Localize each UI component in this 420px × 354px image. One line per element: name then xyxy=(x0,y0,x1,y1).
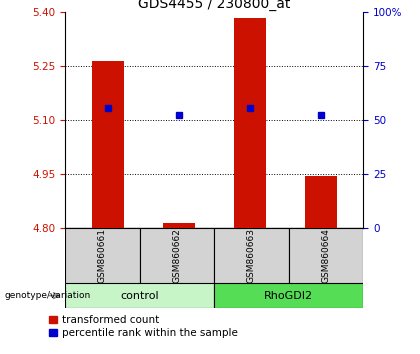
Bar xyxy=(214,228,289,283)
Text: GSM860661: GSM860661 xyxy=(98,228,107,283)
Title: GDS4455 / 230800_at: GDS4455 / 230800_at xyxy=(138,0,290,11)
Text: GSM860663: GSM860663 xyxy=(247,228,256,283)
Bar xyxy=(65,283,214,308)
Bar xyxy=(234,18,266,228)
Bar xyxy=(163,223,195,228)
Bar xyxy=(214,283,363,308)
Bar xyxy=(139,228,214,283)
Bar xyxy=(92,61,123,228)
Bar xyxy=(65,228,139,283)
Bar xyxy=(305,176,337,228)
Bar xyxy=(289,228,363,283)
Text: control: control xyxy=(121,291,159,301)
Legend: transformed count, percentile rank within the sample: transformed count, percentile rank withi… xyxy=(49,315,238,338)
Text: GSM860662: GSM860662 xyxy=(173,228,181,283)
Text: genotype/variation: genotype/variation xyxy=(4,291,90,300)
Text: RhoGDI2: RhoGDI2 xyxy=(264,291,313,301)
Text: GSM860664: GSM860664 xyxy=(322,228,331,283)
